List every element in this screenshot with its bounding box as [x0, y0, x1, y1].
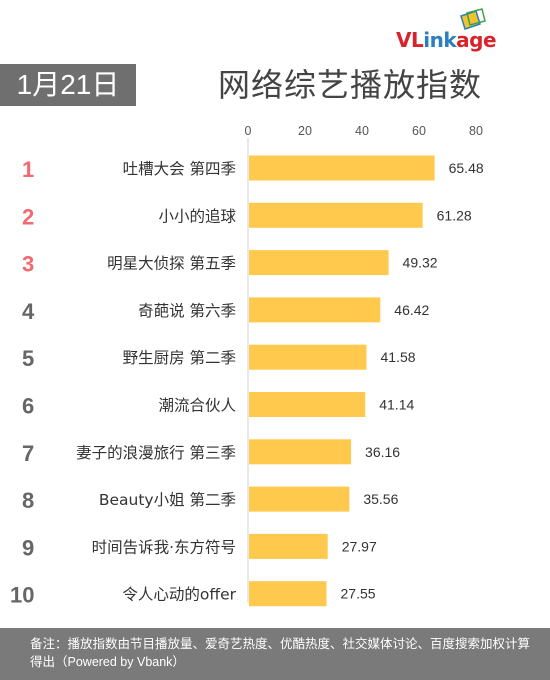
value-label: 27.97: [342, 538, 377, 554]
rank-number: 5: [22, 346, 34, 371]
rank-number: 10: [10, 583, 34, 608]
logo-wordmark: VLinkage: [396, 28, 497, 52]
bar: [249, 439, 352, 465]
category-label: Beauty小姐 第二季: [99, 491, 236, 509]
logo-part-vl: VL: [396, 28, 424, 52]
x-tick-label: 80: [469, 124, 483, 138]
category-label: 野生厨房 第二季: [123, 349, 236, 367]
footnote: 备注：播放指数由节目播放量、爱奇艺热度、优酷热度、社交媒体讨论、百度搜索加权计算…: [0, 628, 550, 680]
value-label: 41.58: [381, 349, 416, 365]
value-label: 49.32: [403, 255, 438, 271]
rank-number: 3: [22, 252, 34, 277]
bar: [249, 155, 435, 181]
value-label: 65.48: [449, 160, 484, 176]
bar: [249, 250, 389, 276]
value-label: 41.14: [379, 397, 414, 413]
rank-number: 9: [22, 535, 34, 560]
value-label: 46.42: [394, 302, 429, 318]
rank-number: 1: [22, 157, 34, 182]
rank-number: 2: [22, 204, 34, 229]
date-label: 1月21日: [0, 64, 136, 106]
logo-part-ink: ink: [423, 28, 457, 52]
category-label: 潮流合伙人: [158, 397, 236, 415]
x-tick-label: 0: [245, 124, 252, 138]
logo-frames-icon: [460, 8, 486, 30]
logo-part-age: age: [456, 28, 497, 52]
bar: [249, 344, 367, 370]
rank-number: 6: [22, 394, 34, 419]
rank-number: 7: [22, 441, 34, 466]
x-tick-label: 60: [412, 124, 426, 138]
bar: [249, 581, 327, 607]
ranking-chart: 0 20 40 60 80 1 吐槽大会 第四季 65.48 2 小小的追球 61.28 3 明星大侦探…: [10, 124, 484, 608]
category-label: 令人心动的offer: [122, 586, 236, 604]
rank-number: 4: [22, 299, 35, 324]
category-label: 明星大侦探 第五季: [107, 255, 236, 273]
value-label: 61.28: [437, 207, 472, 223]
value-label: 35.56: [363, 491, 398, 507]
x-tick-label: 20: [298, 124, 312, 138]
x-tick-label: 40: [355, 124, 369, 138]
bar: [249, 533, 328, 559]
bar: [249, 297, 381, 323]
bar: [249, 486, 350, 512]
category-label: 吐槽大会 第四季: [123, 160, 236, 178]
category-label: 奇葩说 第六季: [138, 302, 236, 320]
vlinkage-logo: VLinkage: [396, 8, 528, 52]
bar: [249, 392, 366, 417]
value-label: 36.16: [365, 444, 400, 460]
category-label: 时间告诉我·东方符号: [92, 538, 236, 556]
value-label: 27.55: [341, 586, 376, 602]
category-label: 妻子的浪漫旅行 第三季: [76, 444, 236, 462]
rank-number: 8: [22, 488, 34, 513]
bar: [249, 202, 423, 228]
chart-title: 网络综艺播放指数: [218, 67, 483, 103]
category-label: 小小的追球: [158, 207, 236, 225]
